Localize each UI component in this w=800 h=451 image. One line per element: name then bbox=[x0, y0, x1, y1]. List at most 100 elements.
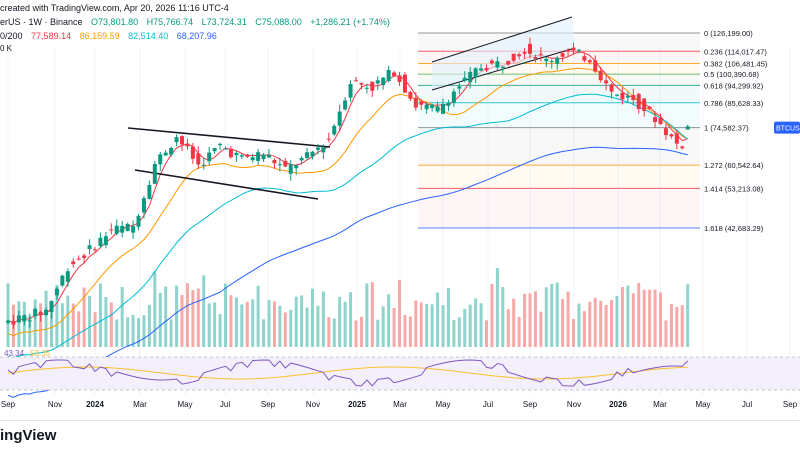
header-line-4: 0 K bbox=[0, 44, 12, 53]
volume-bar bbox=[196, 288, 200, 347]
volume-bar bbox=[240, 304, 244, 347]
x-tick-label: 2026 bbox=[609, 400, 627, 409]
candle-body bbox=[294, 165, 299, 169]
volume-bar bbox=[229, 295, 233, 347]
candle-body bbox=[125, 223, 130, 232]
candle-body bbox=[609, 84, 614, 92]
candle-body bbox=[674, 133, 679, 144]
volume-bar bbox=[272, 301, 276, 347]
candle-body bbox=[185, 143, 190, 147]
candle-body bbox=[511, 53, 516, 61]
candle-body bbox=[430, 104, 435, 108]
candle-body bbox=[348, 84, 353, 98]
candle-body bbox=[685, 126, 690, 130]
fib-zone bbox=[418, 102, 700, 128]
candle-body bbox=[419, 101, 424, 105]
volume-bar bbox=[6, 283, 10, 347]
volume-unit: 0 K bbox=[0, 44, 13, 53]
volume-bar bbox=[506, 309, 510, 347]
candle-body bbox=[196, 153, 201, 165]
volume-bar bbox=[289, 309, 293, 347]
candle-body bbox=[484, 68, 489, 71]
candle-body bbox=[560, 53, 565, 57]
volume-bar bbox=[593, 297, 597, 347]
rsi-value: 43.34 bbox=[4, 349, 25, 358]
candle-body bbox=[636, 93, 641, 110]
volume-bar bbox=[17, 301, 21, 347]
tradingview-logo[interactable]: ingView bbox=[0, 427, 56, 444]
volume-bar bbox=[501, 287, 505, 347]
volume-bar bbox=[71, 303, 75, 347]
volume-bar bbox=[349, 292, 353, 347]
volume-bar bbox=[60, 303, 64, 347]
chart-patterns[interactable] bbox=[127, 16, 576, 200]
candle-body bbox=[576, 49, 581, 51]
volume-bar bbox=[452, 319, 456, 347]
volume-bar bbox=[610, 300, 614, 347]
candle-body bbox=[538, 53, 543, 55]
volume-bar bbox=[354, 320, 358, 347]
ohlc-change: +1,286.21 (+1.74%) bbox=[310, 17, 390, 27]
candle-body bbox=[245, 154, 250, 157]
candle-body bbox=[386, 69, 391, 82]
candle-body bbox=[408, 91, 413, 99]
volume-bar bbox=[615, 295, 619, 347]
x-tick-label: May bbox=[435, 400, 450, 409]
candle-body bbox=[451, 91, 456, 103]
candle-body bbox=[180, 136, 184, 145]
volume-bar bbox=[392, 307, 396, 347]
volume-bar bbox=[430, 304, 434, 347]
volume-bar bbox=[474, 298, 478, 347]
volume-bar bbox=[446, 288, 450, 347]
fib-label: 1 (74,582.37) bbox=[704, 124, 749, 133]
x-tick-label: Mar bbox=[653, 400, 667, 409]
volume-bar bbox=[82, 287, 86, 347]
candle-body bbox=[315, 147, 320, 150]
volume-bar bbox=[555, 282, 559, 347]
volume-bar bbox=[359, 316, 363, 347]
fib-label: 1.618 (42,683.29) bbox=[704, 224, 764, 233]
candle-body bbox=[631, 95, 636, 100]
volume-bar bbox=[300, 295, 304, 347]
candlesticks[interactable] bbox=[6, 37, 690, 329]
volume-bar bbox=[115, 319, 119, 347]
created-text: created with TradingView.com, Apr 20, 20… bbox=[0, 3, 229, 13]
volume-bar bbox=[517, 316, 521, 347]
volume-bar bbox=[213, 302, 217, 347]
volume-bar bbox=[479, 303, 483, 347]
x-tick-label: Jul bbox=[742, 400, 752, 409]
volume-bar bbox=[33, 299, 37, 347]
candle-body bbox=[473, 68, 478, 78]
candle-body bbox=[22, 315, 27, 322]
volume-bar bbox=[463, 308, 467, 347]
volume-bar bbox=[109, 302, 113, 347]
footer: ingView bbox=[0, 420, 800, 451]
candle-body bbox=[653, 117, 658, 123]
volume-bar bbox=[528, 293, 532, 347]
wedge-lower bbox=[431, 47, 576, 91]
volume-bar bbox=[588, 301, 592, 347]
x-tick-label: Sep bbox=[783, 400, 798, 409]
volume-bar bbox=[66, 295, 70, 347]
volume-bar bbox=[653, 289, 657, 347]
logo-text: ingView bbox=[0, 427, 57, 444]
candle-body bbox=[533, 56, 538, 59]
candle-body bbox=[283, 160, 288, 167]
candle-body bbox=[71, 261, 76, 265]
volume-bar bbox=[39, 303, 43, 347]
fib-zone bbox=[418, 85, 700, 103]
fib-label: 0.5 (100,390.68) bbox=[704, 70, 760, 79]
volume-bar bbox=[648, 289, 652, 347]
candle-body bbox=[44, 309, 49, 315]
candle-body bbox=[250, 157, 255, 161]
x-tick-label: Jul bbox=[220, 400, 230, 409]
volume-bar bbox=[131, 314, 135, 347]
candle-body bbox=[218, 143, 223, 146]
ohlc-high: H75,766.74 bbox=[146, 17, 194, 27]
volume-bar bbox=[267, 299, 271, 347]
candle-body bbox=[305, 152, 310, 159]
volume-bar bbox=[44, 290, 48, 347]
candle-body bbox=[489, 60, 494, 64]
volume-bar bbox=[234, 297, 238, 347]
